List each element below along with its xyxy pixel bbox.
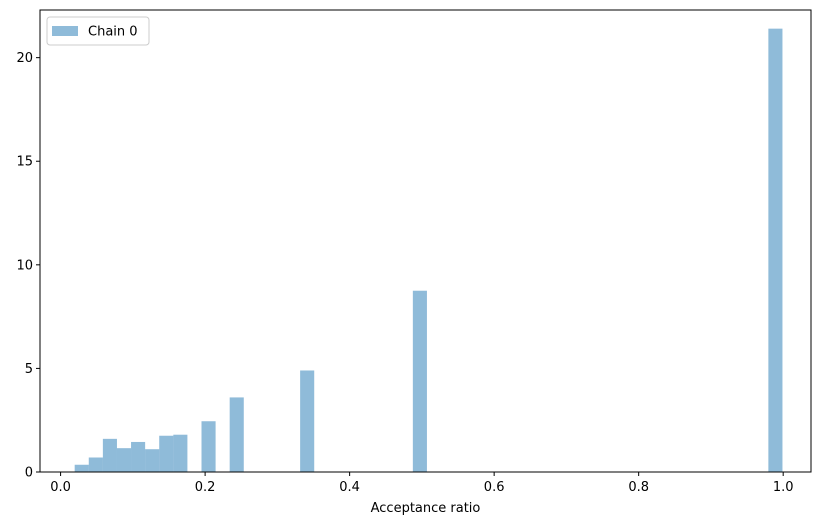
x-tick-label: 0.6 <box>484 480 505 495</box>
histogram-bar-0 <box>74 464 89 472</box>
y-tick-label: 10 <box>16 258 33 273</box>
histogram-bar-5 <box>145 449 160 472</box>
legend-swatch <box>52 26 78 36</box>
y-tick-label: 20 <box>16 51 33 66</box>
legend-label: Chain 0 <box>88 25 138 40</box>
histogram-bar-3 <box>116 448 132 472</box>
histogram-bar-6 <box>159 435 174 472</box>
legend: Chain 0 <box>46 16 150 46</box>
histogram-bar-10 <box>300 370 315 472</box>
histogram-bar-2 <box>102 438 117 472</box>
histogram-bar-8 <box>201 421 216 472</box>
y-tick-label: 5 <box>25 362 33 377</box>
x-tick-label: 0.0 <box>50 480 71 495</box>
histogram-bars <box>74 28 783 473</box>
y-tick-label: 15 <box>16 155 33 170</box>
y-tick-label: 0 <box>25 466 33 481</box>
histogram-bar-11 <box>412 290 427 472</box>
histogram-bar-1 <box>88 457 103 472</box>
x-tick-label: 1.0 <box>773 480 794 495</box>
histogram-bar-12 <box>768 28 783 473</box>
y-axis-ticks: 0 5 10 15 20 <box>16 51 40 481</box>
histogram-bar-9 <box>229 397 244 472</box>
x-tick-label: 0.8 <box>628 480 649 495</box>
x-tick-label: 0.2 <box>195 480 216 495</box>
histogram-bar-7 <box>173 434 188 472</box>
plot-frame <box>39 9 812 473</box>
x-axis-ticks: 0.0 0.2 0.4 0.6 0.8 1.0 <box>50 472 794 495</box>
x-tick-label: 0.4 <box>339 480 360 495</box>
legend-box <box>46 16 150 46</box>
x-axis-label: Acceptance ratio <box>371 501 481 516</box>
histogram-bar-4 <box>131 441 146 472</box>
